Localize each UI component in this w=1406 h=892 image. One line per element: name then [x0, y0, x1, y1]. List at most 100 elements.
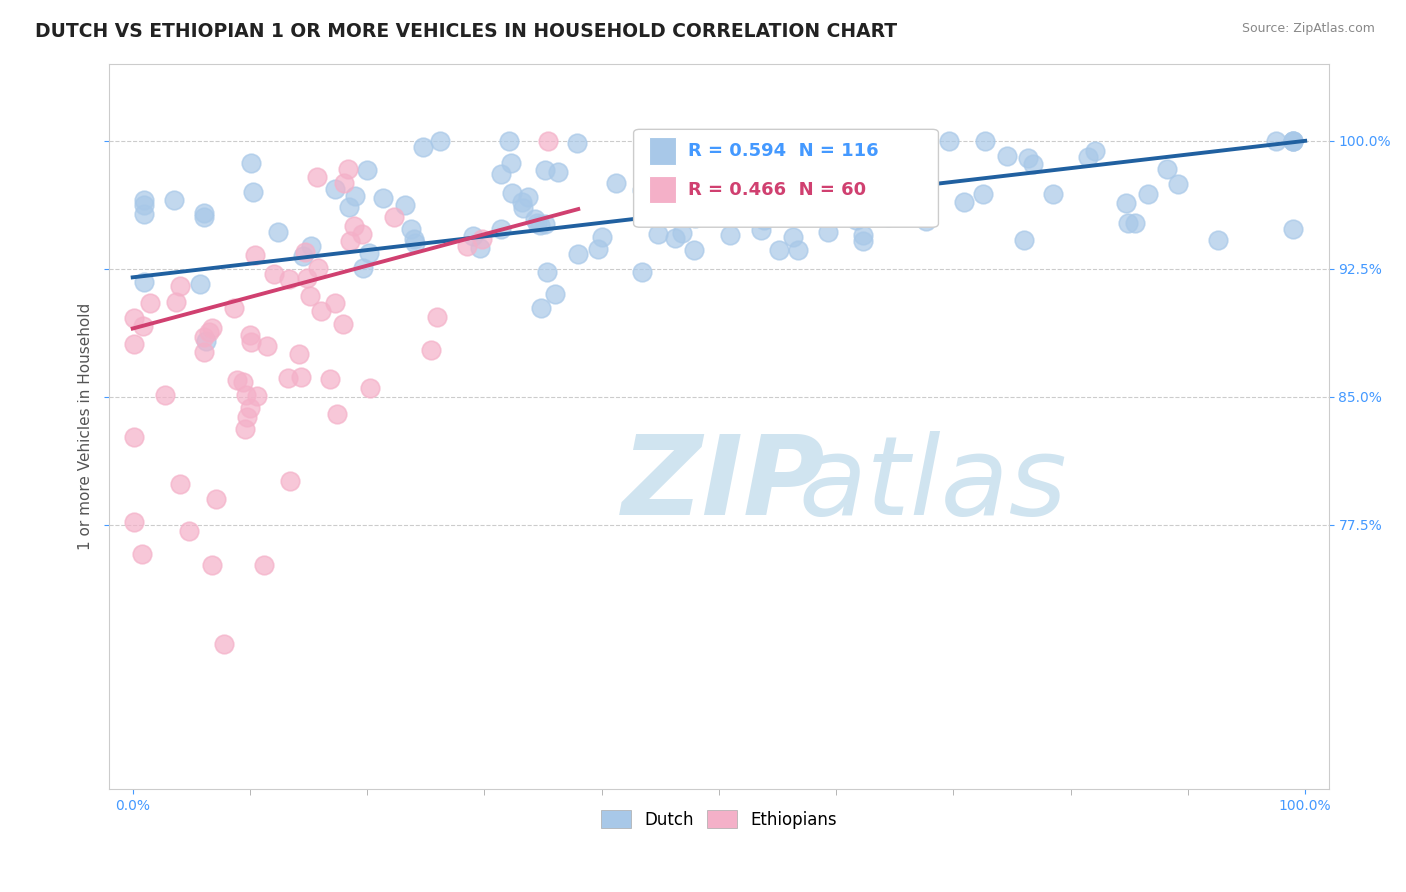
Point: [394, 198, 416, 212]
Point: [256, 338, 278, 352]
Point: [139, 296, 162, 310]
Point: [779, 147, 801, 161]
Point: [1265, 134, 1288, 148]
FancyBboxPatch shape: [634, 129, 938, 227]
Point: [402, 231, 425, 245]
Point: [471, 232, 494, 246]
Point: [294, 245, 316, 260]
Point: [533, 163, 555, 178]
Point: [319, 371, 342, 385]
Point: [267, 225, 290, 239]
Point: [326, 407, 349, 421]
Point: [1042, 186, 1064, 201]
Point: [332, 317, 354, 331]
Point: [336, 162, 359, 177]
Point: [204, 491, 226, 506]
Point: [246, 389, 269, 403]
Point: [903, 196, 925, 211]
Point: [756, 189, 779, 203]
Point: [1021, 157, 1043, 171]
Point: [239, 401, 262, 416]
Point: [860, 134, 883, 148]
Point: [131, 548, 153, 562]
Point: [676, 159, 699, 173]
Point: [253, 558, 276, 573]
Point: [526, 216, 548, 230]
Point: [461, 228, 484, 243]
Point: [914, 214, 936, 228]
Point: [163, 193, 186, 207]
Point: [352, 260, 374, 275]
Point: [323, 296, 346, 310]
Text: atlas: atlas: [799, 431, 1067, 538]
Point: [122, 311, 145, 326]
Point: [973, 134, 995, 148]
Point: [426, 310, 449, 325]
Point: [517, 189, 540, 203]
Point: [243, 248, 266, 262]
Point: [239, 327, 262, 342]
Point: [647, 227, 669, 241]
Point: [863, 134, 886, 148]
Point: [498, 134, 520, 148]
Point: [134, 207, 156, 221]
Point: [776, 173, 799, 187]
Point: [972, 187, 994, 202]
Point: [456, 238, 478, 252]
Point: [235, 388, 257, 402]
Point: [682, 244, 704, 258]
Point: [1156, 161, 1178, 176]
Point: [201, 558, 224, 572]
Point: [565, 136, 588, 151]
Point: [529, 218, 551, 232]
Point: [1206, 233, 1229, 247]
Point: [501, 186, 523, 200]
Point: [671, 226, 693, 240]
Point: [817, 225, 839, 239]
Point: [214, 636, 236, 650]
Point: [232, 375, 254, 389]
Point: [1115, 196, 1137, 211]
Text: R = 0.466  N = 60: R = 0.466 N = 60: [689, 180, 866, 199]
Point: [357, 246, 380, 260]
Point: [277, 272, 299, 286]
Point: [869, 134, 891, 148]
Point: [524, 212, 547, 227]
Point: [768, 243, 790, 257]
Point: [134, 193, 156, 207]
Point: [547, 165, 569, 179]
Point: [420, 343, 443, 357]
Point: [1282, 221, 1305, 235]
Point: [696, 134, 718, 148]
Point: [713, 188, 735, 202]
Point: [544, 287, 567, 301]
Point: [675, 165, 697, 179]
Point: [263, 268, 285, 282]
Point: [305, 169, 328, 184]
Point: [529, 301, 551, 315]
Point: [995, 149, 1018, 163]
Point: [429, 134, 451, 148]
Y-axis label: 1 or more Vehicles in Household: 1 or more Vehicles in Household: [79, 303, 93, 550]
Point: [193, 210, 215, 224]
Point: [730, 176, 752, 190]
Point: [277, 371, 299, 385]
Point: [773, 173, 796, 187]
Point: [491, 222, 513, 236]
Point: [352, 227, 374, 242]
Point: [1123, 216, 1146, 230]
Point: [195, 334, 218, 348]
Point: [278, 474, 301, 488]
Point: [193, 206, 215, 220]
Point: [605, 176, 627, 190]
Point: [412, 139, 434, 153]
Point: [169, 278, 191, 293]
Point: [371, 191, 394, 205]
Point: [533, 217, 555, 231]
Point: [359, 381, 381, 395]
Point: [537, 134, 560, 148]
Point: [233, 422, 256, 436]
Point: [631, 183, 654, 197]
Point: [1017, 151, 1039, 165]
Point: [307, 260, 329, 275]
